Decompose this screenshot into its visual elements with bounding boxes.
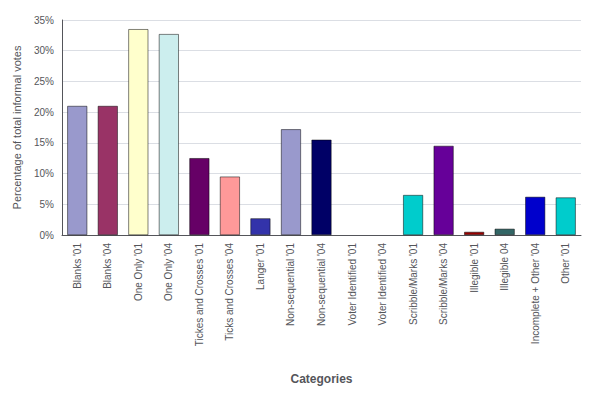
svg-text:One Only '04: One Only '04 <box>163 243 174 301</box>
svg-text:Non-sequential '04: Non-sequential '04 <box>316 243 327 327</box>
svg-text:25%: 25% <box>34 76 54 87</box>
svg-text:Ticks and Crosses '04: Ticks and Crosses '04 <box>224 243 235 341</box>
svg-text:Voter Identified '01: Voter Identified '01 <box>347 243 358 326</box>
svg-text:0%: 0% <box>40 230 55 241</box>
svg-text:Scribble/Marks '01: Scribble/Marks '01 <box>408 243 419 325</box>
svg-text:One Only '01: One Only '01 <box>133 243 144 301</box>
svg-text:Incomplete + Other '04: Incomplete + Other '04 <box>530 243 541 345</box>
svg-text:Blanks '04: Blanks '04 <box>102 243 113 289</box>
svg-text:Illegible 04: Illegible 04 <box>499 243 510 291</box>
svg-text:Tickes and Crosses '01: Tickes and Crosses '01 <box>194 243 205 347</box>
svg-text:20%: 20% <box>34 107 54 118</box>
svg-text:Other '01: Other '01 <box>560 243 571 284</box>
svg-text:Non-sequential '01: Non-sequential '01 <box>285 243 296 327</box>
svg-text:Scribble/Marks '04: Scribble/Marks '04 <box>438 243 449 325</box>
svg-text:Voter Identified '04: Voter Identified '04 <box>377 243 388 326</box>
svg-text:10%: 10% <box>34 168 54 179</box>
svg-text:Illegible '01: Illegible '01 <box>469 243 480 293</box>
svg-text:Blanks '01: Blanks '01 <box>72 243 83 289</box>
svg-text:Percentage of total informal v: Percentage of total informal votes <box>11 45 23 209</box>
svg-text:35%: 35% <box>34 15 54 26</box>
svg-text:15%: 15% <box>34 137 54 148</box>
svg-text:30%: 30% <box>34 45 54 56</box>
svg-text:Langer '01: Langer '01 <box>255 243 266 290</box>
svg-text:Categories: Categories <box>290 372 352 386</box>
svg-text:5%: 5% <box>40 199 55 210</box>
